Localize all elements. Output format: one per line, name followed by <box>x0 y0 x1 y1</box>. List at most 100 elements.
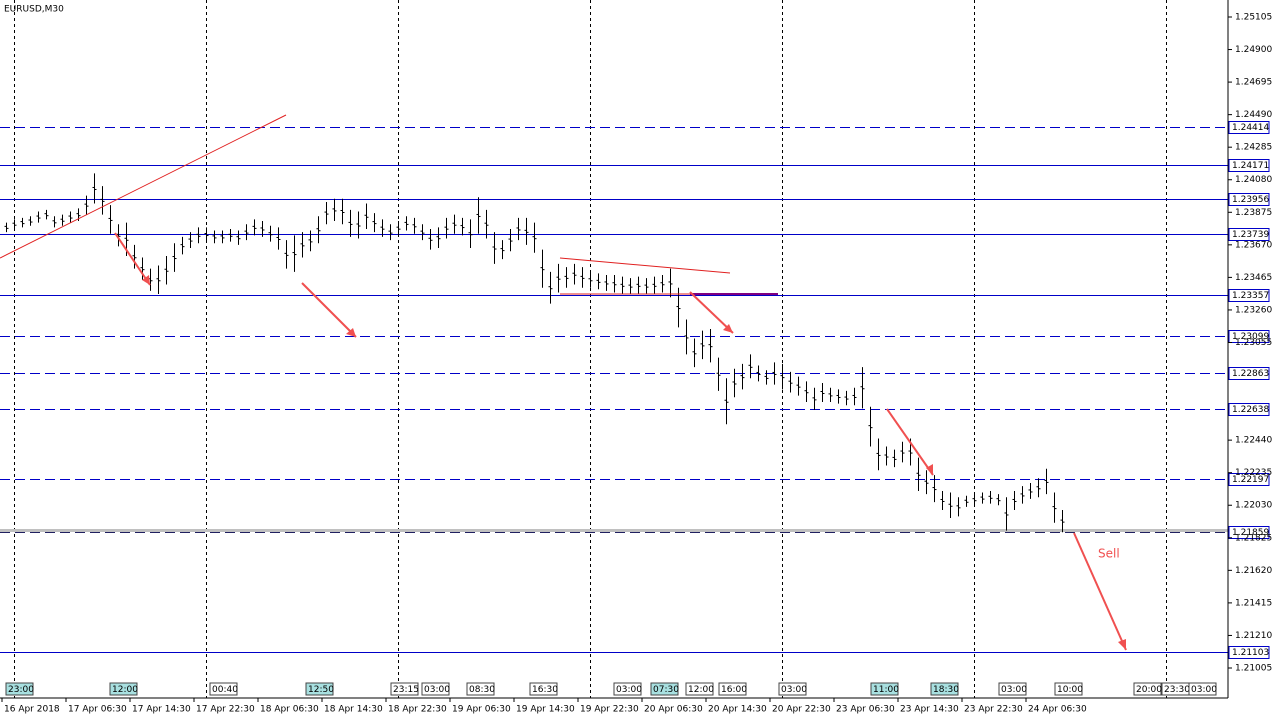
level-label-box <box>1228 473 1270 486</box>
session-box <box>1188 682 1217 696</box>
level-label: 1.24414 <box>1232 123 1269 133</box>
arrow-head <box>926 464 933 475</box>
y-tick-label: 1.24285 <box>1235 143 1272 153</box>
arrow-head <box>346 328 356 337</box>
level-label-box <box>1228 330 1270 343</box>
session-box <box>1133 682 1162 696</box>
y-tick-label: 1.23465 <box>1235 273 1272 283</box>
session-label: 08:30 <box>469 685 495 695</box>
level-label: 1.23099 <box>1232 332 1269 342</box>
session-box <box>109 682 138 696</box>
session-label: 23:15 <box>393 685 419 695</box>
session-box <box>466 682 495 696</box>
session-label: 23:00 <box>8 685 34 695</box>
x-tick-label: 17 Apr 14:30 <box>132 705 191 715</box>
session-label: 10:00 <box>1057 685 1083 695</box>
level-label: 1.23956 <box>1232 195 1269 205</box>
y-tick-label: 1.21210 <box>1235 631 1272 641</box>
session-box <box>650 682 679 696</box>
x-tick-label: 20 Apr 22:30 <box>772 705 831 715</box>
x-tick-label: 19 Apr 22:30 <box>580 705 639 715</box>
y-tick-label: 1.22030 <box>1235 501 1272 511</box>
level-label-box <box>1228 403 1270 416</box>
session-label: 07:30 <box>653 685 679 695</box>
level-label: 1.22638 <box>1232 405 1269 415</box>
annotation: Sell <box>1098 547 1120 561</box>
x-tick-label: 24 Apr 06:30 <box>1028 705 1087 715</box>
trend-line <box>0 114 287 259</box>
arrow <box>886 408 934 476</box>
session-box <box>305 682 334 696</box>
level-label-box <box>1228 193 1270 206</box>
arrow-head <box>723 324 733 333</box>
level-label: 1.22863 <box>1232 369 1269 379</box>
session-label: 16:30 <box>532 685 558 695</box>
level-label-box <box>1228 228 1270 241</box>
session-box <box>998 682 1027 696</box>
level-label-box <box>1228 367 1270 380</box>
level-label-box <box>1228 646 1270 659</box>
x-tick-label: 17 Apr 22:30 <box>196 705 255 715</box>
y-tick-label: 1.22235 <box>1235 468 1272 478</box>
session-label: 12:00 <box>688 685 714 695</box>
x-tick-label: 23 Apr 22:30 <box>964 705 1023 715</box>
arrow-head <box>1118 639 1126 650</box>
session-label: 00:40 <box>212 685 238 695</box>
session-label: 18:30 <box>933 685 959 695</box>
session-box <box>613 682 642 696</box>
level-label-box <box>1228 121 1270 134</box>
x-tick-label: 19 Apr 06:30 <box>452 705 511 715</box>
y-tick-label: 1.24695 <box>1235 78 1272 88</box>
session-label: 03:00 <box>1001 685 1027 695</box>
level-label: 1.21103 <box>1232 648 1269 658</box>
x-tick-label: 23 Apr 06:30 <box>836 705 895 715</box>
session-label: 23:30 <box>1164 685 1190 695</box>
session-box <box>1054 682 1083 696</box>
session-box <box>209 682 238 696</box>
session-label: 03:00 <box>616 685 642 695</box>
chart-title: EURUSD,M30 <box>4 5 64 15</box>
x-tick-label: 23 Apr 14:30 <box>900 705 959 715</box>
y-tick-label: 1.21825 <box>1235 533 1272 543</box>
session-box <box>421 682 450 696</box>
session-label: 16:00 <box>721 685 747 695</box>
session-label: 03:00 <box>1191 685 1217 695</box>
y-tick-label: 1.23055 <box>1235 338 1272 348</box>
x-tick-label: 20 Apr 14:30 <box>708 705 767 715</box>
session-label: 20:00 <box>1136 685 1162 695</box>
y-tick-label: 1.24080 <box>1235 175 1272 185</box>
y-tick-label: 1.22440 <box>1235 436 1272 446</box>
y-tick-label: 1.23670 <box>1235 240 1272 250</box>
y-tick-label: 1.23875 <box>1235 208 1272 218</box>
level-label-box <box>1228 159 1270 172</box>
drawings <box>0 114 1127 651</box>
trend-line <box>559 257 731 274</box>
session-label: 03:00 <box>781 685 807 695</box>
y-tick-label: 1.23260 <box>1235 305 1272 315</box>
session-box <box>390 682 419 696</box>
session-label: 03:00 <box>424 685 450 695</box>
y-tick-label: 1.25105 <box>1235 12 1272 22</box>
level-label: 1.23739 <box>1232 230 1269 240</box>
y-tick-label: 1.24490 <box>1235 110 1272 120</box>
session-box <box>870 682 899 696</box>
arrow <box>114 232 151 286</box>
x-tick-label: 17 Apr 06:30 <box>68 705 127 715</box>
arrow-head <box>142 275 150 285</box>
arrow <box>301 282 357 338</box>
session-box <box>778 682 807 696</box>
session-label: 11:00 <box>873 685 899 695</box>
x-tick-label: 20 Apr 06:30 <box>644 705 703 715</box>
level-label: 1.23357 <box>1232 291 1269 301</box>
session-box <box>930 682 959 696</box>
y-tick-label: 1.21620 <box>1235 566 1272 576</box>
level-label-box <box>1228 526 1270 539</box>
x-tick-label: 18 Apr 22:30 <box>388 705 447 715</box>
session-label: 12:50 <box>308 685 334 695</box>
session-label: 12:00 <box>112 685 138 695</box>
level-label-box <box>1228 289 1270 302</box>
session-box <box>529 682 558 696</box>
session-box <box>685 682 714 696</box>
